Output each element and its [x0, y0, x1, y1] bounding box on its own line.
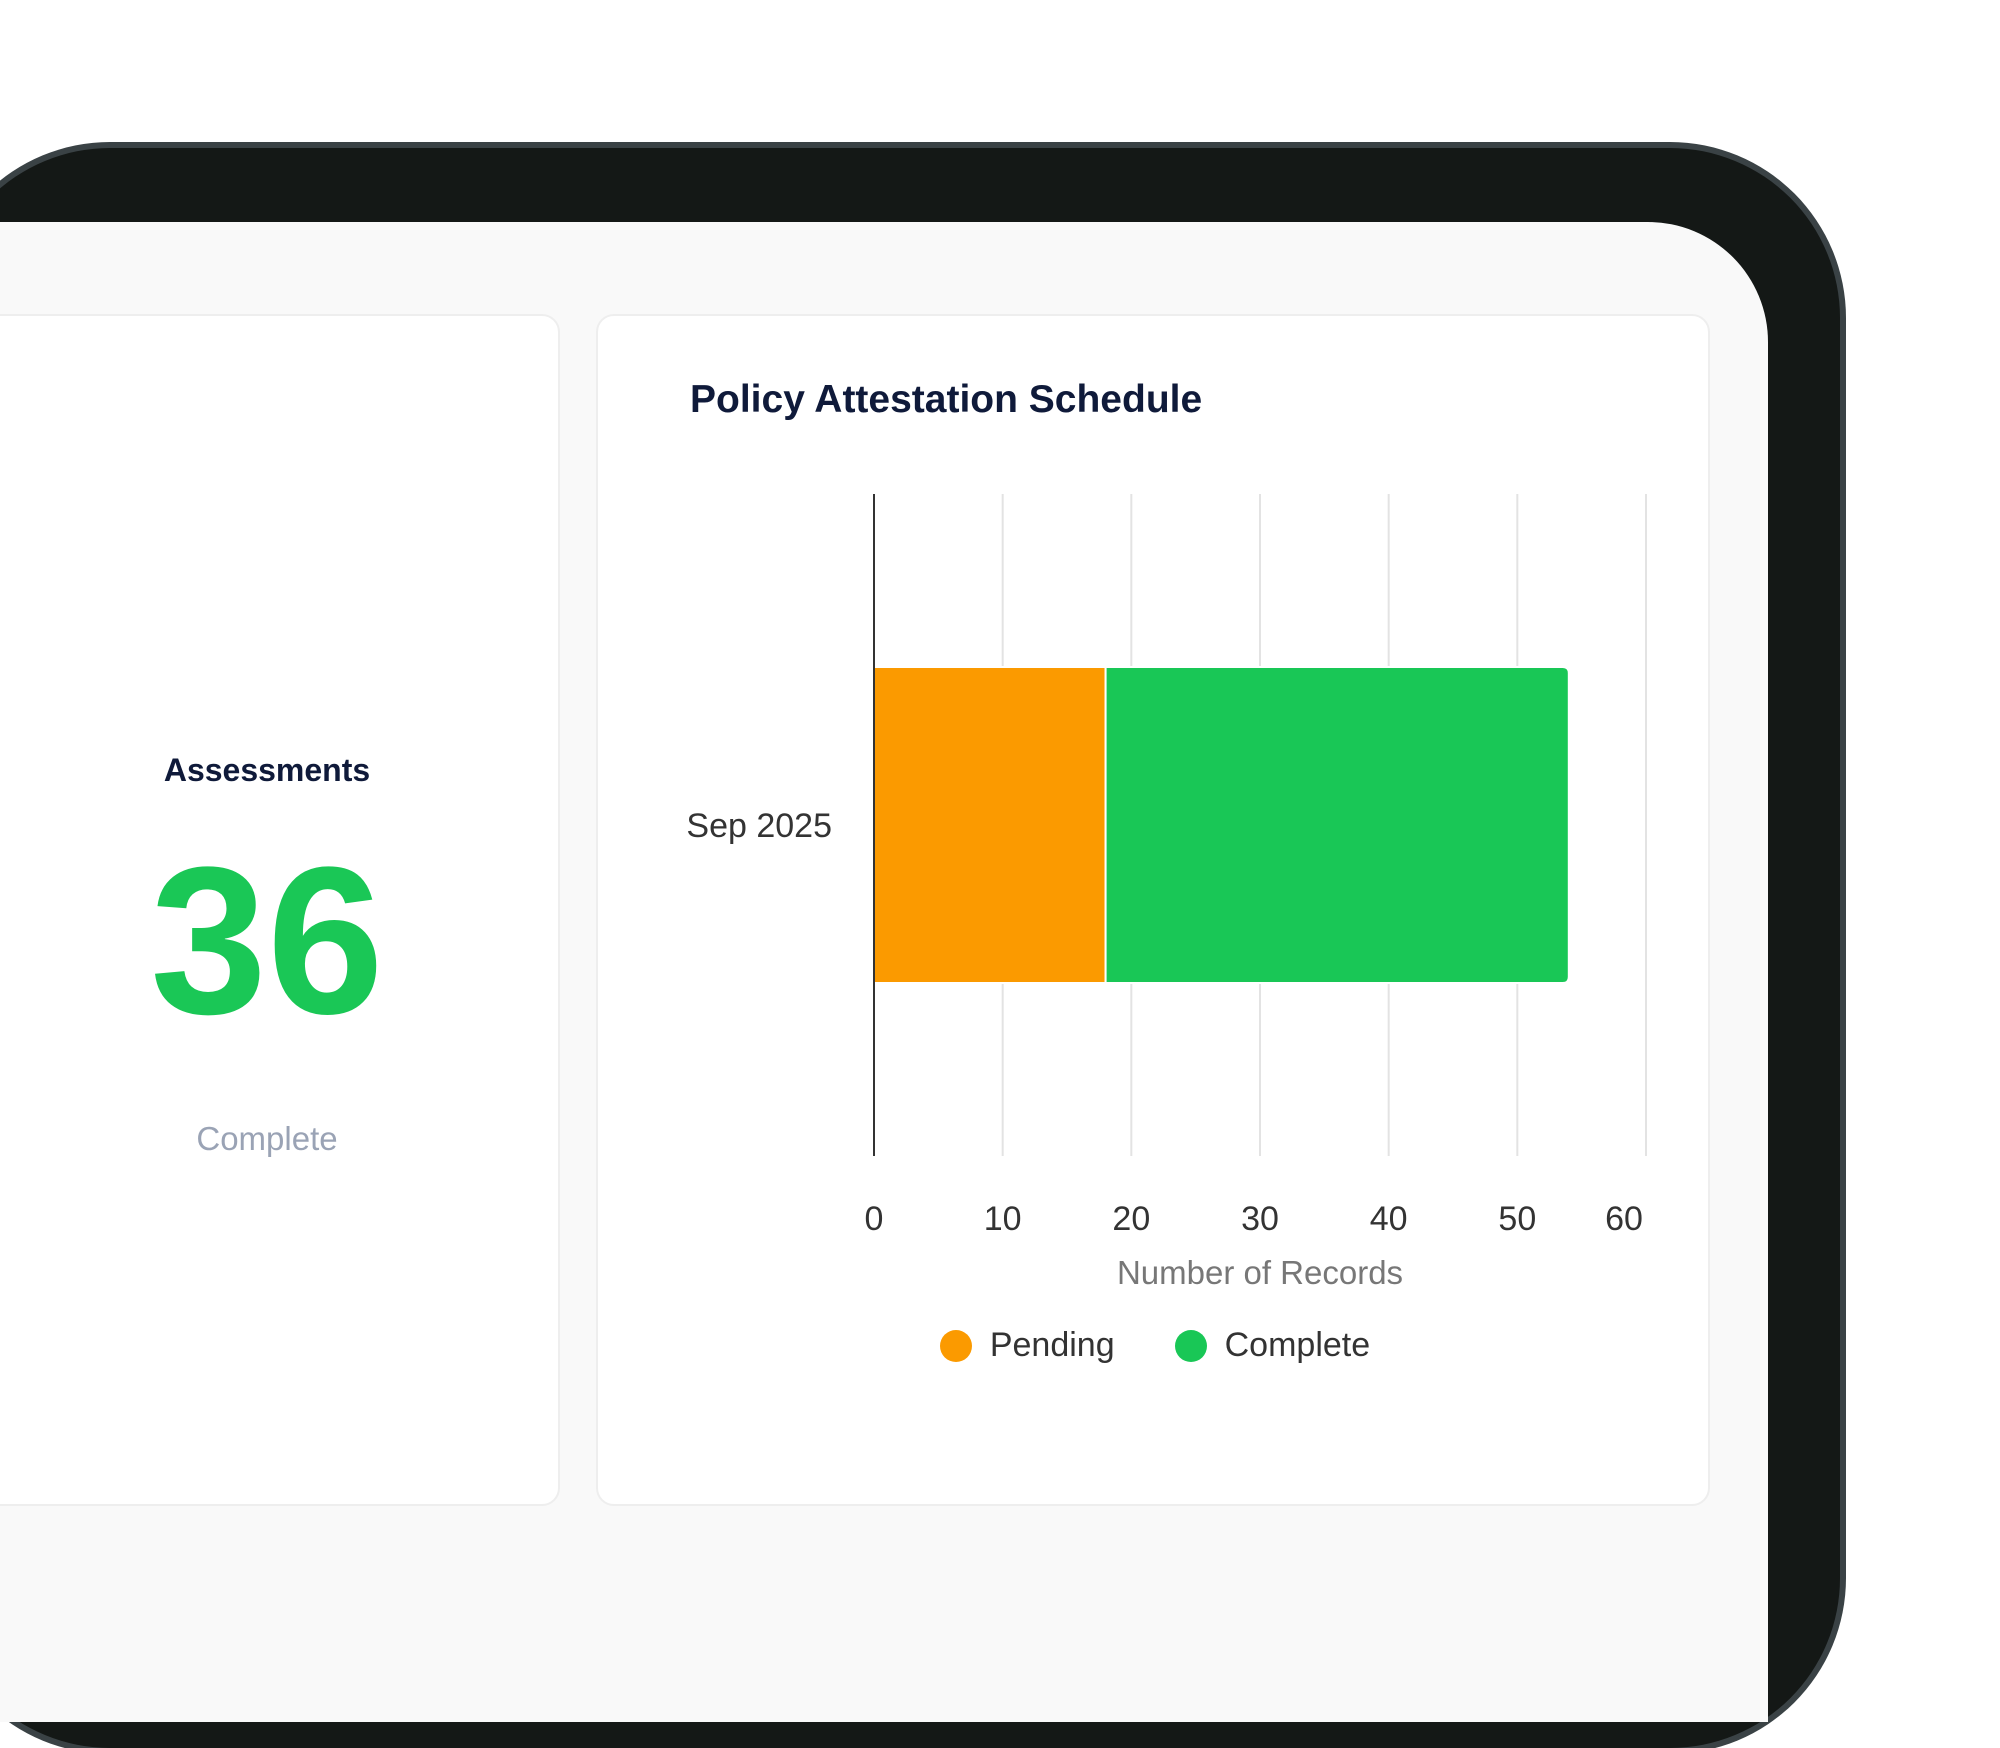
y-category-label: Sep 2025 — [686, 807, 832, 845]
x-tick-label-50: 50 — [1498, 1200, 1536, 1238]
policy-attestation-card: Policy Attestation Schedule 0 10 20 30 40 50 6… — [596, 314, 1710, 1506]
x-tick-label-60: 60 — [1605, 1200, 1643, 1238]
chart-legend: Pending Complete — [598, 1326, 1712, 1365]
legend-item-complete[interactable]: Complete — [1174, 1326, 1371, 1365]
x-tick-label-0: 0 — [865, 1200, 884, 1238]
card-caption: Complete — [196, 1120, 338, 1157]
x-tick-label-20: 20 — [1112, 1200, 1150, 1238]
card-title: Assessments — [163, 752, 371, 788]
legend-dot-pending — [939, 1329, 972, 1362]
legend-dot-complete — [1174, 1329, 1207, 1362]
bar-chart: 0 10 20 30 40 50 60 Number of Records Sep 2025 — [686, 494, 1647, 1291]
x-tick-label-30: 30 — [1241, 1200, 1279, 1238]
assessments-card[interactable]: Assessments 36 Complete — [0, 314, 560, 1506]
bar-complete — [1104, 666, 1570, 984]
x-tick-label-10: 10 — [984, 1200, 1022, 1238]
bar-pending — [873, 666, 1107, 984]
x-tick-label-40: 40 — [1370, 1200, 1408, 1238]
dashboard-screen: Assessments 36 Complete Policy Attestati… — [0, 222, 1768, 1722]
legend-label-complete: Complete — [1224, 1326, 1371, 1364]
x-axis-label: Number of Records — [1117, 1254, 1403, 1291]
legend-label-pending: Pending — [989, 1326, 1115, 1364]
assessments-count: 36 — [150, 823, 384, 1058]
chart-title: Policy Attestation Schedule — [690, 378, 1203, 421]
legend-item-pending[interactable]: Pending — [939, 1326, 1115, 1365]
